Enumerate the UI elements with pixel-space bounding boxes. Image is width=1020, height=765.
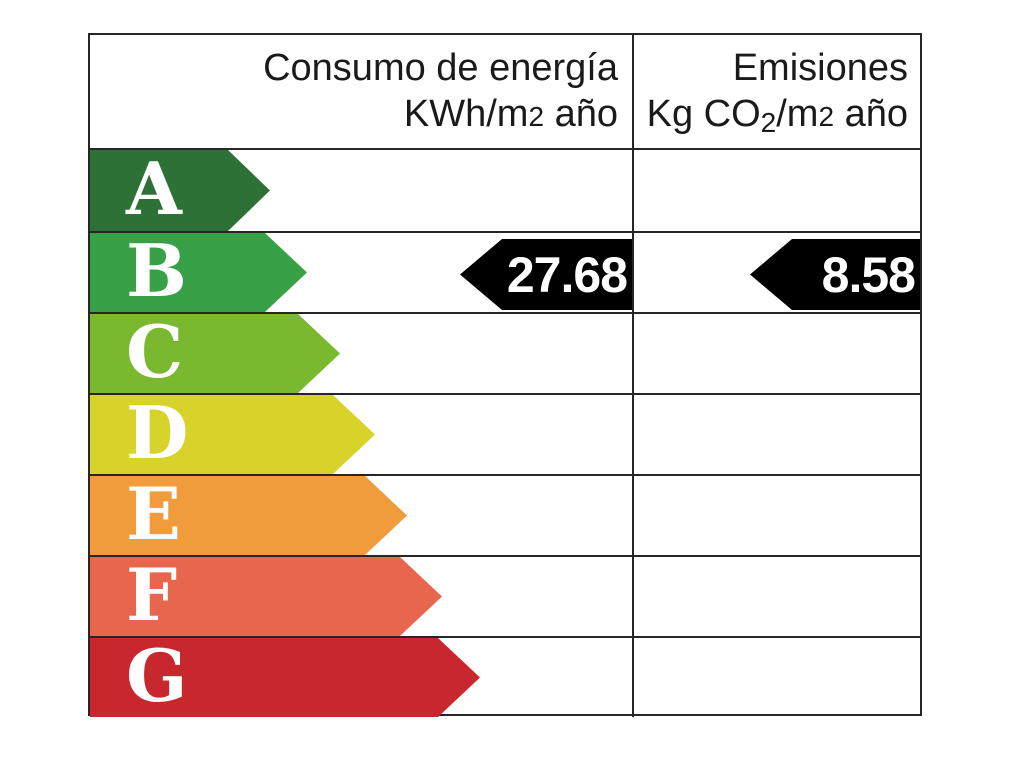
rating-letter-f: F	[126, 551, 178, 637]
rating-letter-c: C	[126, 308, 184, 394]
emissions-cell-b: 8.58	[634, 233, 920, 312]
consumption-cell-d: D	[90, 395, 634, 474]
rating-row-b: B 27.68 8.58	[90, 231, 920, 312]
rating-arrow-e-icon: E	[90, 476, 407, 555]
consumption-value-arrow-icon: 27.68	[460, 239, 632, 310]
rating-arrow-f-icon: F	[90, 557, 442, 636]
emissions-column-header: Emisiones Kg CO2/m2 año	[634, 35, 920, 148]
rating-arrow-a-icon: A	[90, 150, 270, 231]
rating-letter-e: E	[126, 470, 181, 556]
rating-arrow-d-icon: D	[90, 395, 375, 474]
consumption-cell-g: G	[90, 638, 634, 717]
emissions-cell-e	[634, 476, 920, 555]
emissions-cell-d	[634, 395, 920, 474]
consumption-value: 27.68	[506, 246, 628, 303]
consumption-cell-b: B 27.68	[90, 233, 634, 312]
consumption-column-header: Consumo de energía KWh/m2 año	[90, 35, 634, 148]
rating-letter-g: G	[126, 632, 188, 718]
rating-row-d: D	[90, 393, 920, 474]
consumption-cell-e: E	[90, 476, 634, 555]
table-header: Consumo de energía KWh/m2 año Emisiones …	[90, 35, 920, 150]
emissions-title: Emisiones	[732, 47, 908, 89]
emissions-cell-a	[634, 150, 920, 231]
rating-row-c: C	[90, 312, 920, 393]
consumption-title: Consumo de energía	[263, 47, 618, 89]
rating-letter-d: D	[126, 389, 189, 475]
emissions-value-arrow-icon: 8.58	[750, 239, 920, 310]
rating-row-f: F	[90, 555, 920, 636]
rating-row-g: G	[90, 636, 920, 717]
consumption-cell-a: A	[90, 150, 634, 231]
rating-arrow-g-icon: G	[90, 638, 480, 717]
rating-row-e: E	[90, 474, 920, 555]
emissions-cell-f	[634, 557, 920, 636]
emissions-unit: Kg CO2/m2 año	[646, 93, 908, 139]
rating-table: Consumo de energía KWh/m2 año Emisiones …	[88, 33, 922, 717]
rating-letter-b: B	[126, 227, 187, 313]
rating-arrow-c-icon: C	[90, 314, 340, 393]
rating-letter-a: A	[126, 145, 182, 231]
consumption-cell-f: F	[90, 557, 634, 636]
rating-row-a: A	[90, 150, 920, 231]
emissions-cell-c	[634, 314, 920, 393]
emissions-cell-g	[634, 638, 920, 717]
emissions-value: 8.58	[821, 246, 916, 303]
consumption-cell-c: C	[90, 314, 634, 393]
rating-arrow-b-icon: B	[90, 233, 307, 312]
consumption-unit: KWh/m2 año	[403, 93, 618, 135]
